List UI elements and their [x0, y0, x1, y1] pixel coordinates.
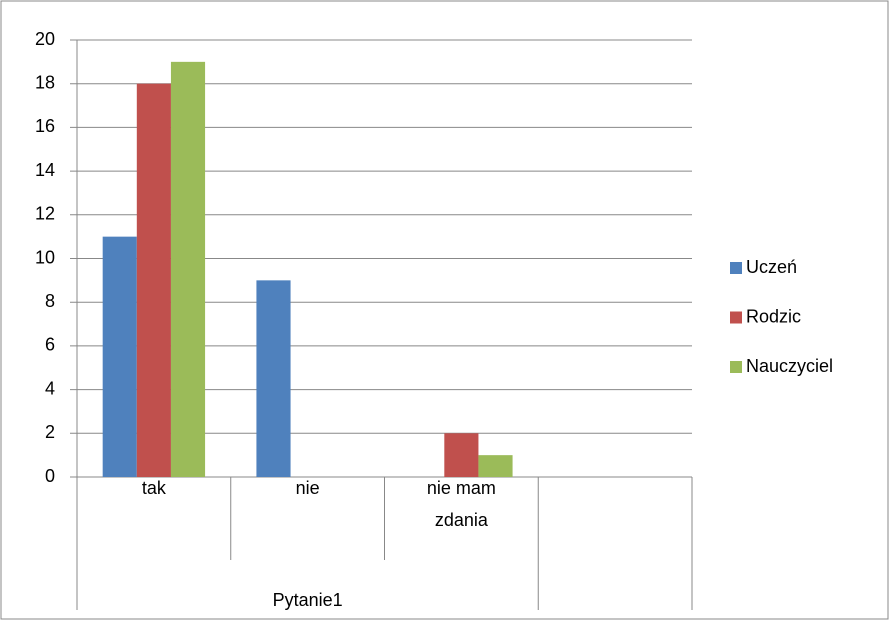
y-tick-label: 8: [45, 291, 55, 311]
legend-swatch: [730, 361, 742, 373]
y-tick-label: 14: [35, 160, 55, 180]
y-tick-label: 16: [35, 116, 55, 136]
y-tick-label: 0: [45, 466, 55, 486]
legend-label: Nauczyciel: [746, 356, 833, 376]
legend-label: Rodzic: [746, 306, 801, 326]
x-tick-label: tak: [141, 478, 166, 498]
y-tick-label: 6: [45, 335, 55, 355]
y-tick-label: 12: [35, 204, 55, 224]
legend-swatch: [730, 311, 742, 324]
y-tick-label: 18: [35, 72, 55, 92]
bar: [170, 61, 206, 477]
x-tick-label: nie: [295, 478, 320, 498]
y-tick-label: 2: [45, 422, 55, 442]
bar: [444, 433, 479, 477]
bar: [136, 83, 171, 477]
bar: [102, 236, 137, 477]
legend-swatch: [730, 262, 742, 274]
legend-label: Uczeń: [746, 257, 797, 277]
y-tick-label: 10: [35, 247, 55, 267]
group-label: Pytanie1: [273, 590, 343, 610]
x-tick-label: nie mam zdania: [426, 478, 496, 530]
y-tick-label: 20: [35, 29, 55, 49]
bar: [478, 455, 513, 477]
bar: [256, 280, 291, 477]
y-tick-label: 4: [45, 378, 55, 398]
